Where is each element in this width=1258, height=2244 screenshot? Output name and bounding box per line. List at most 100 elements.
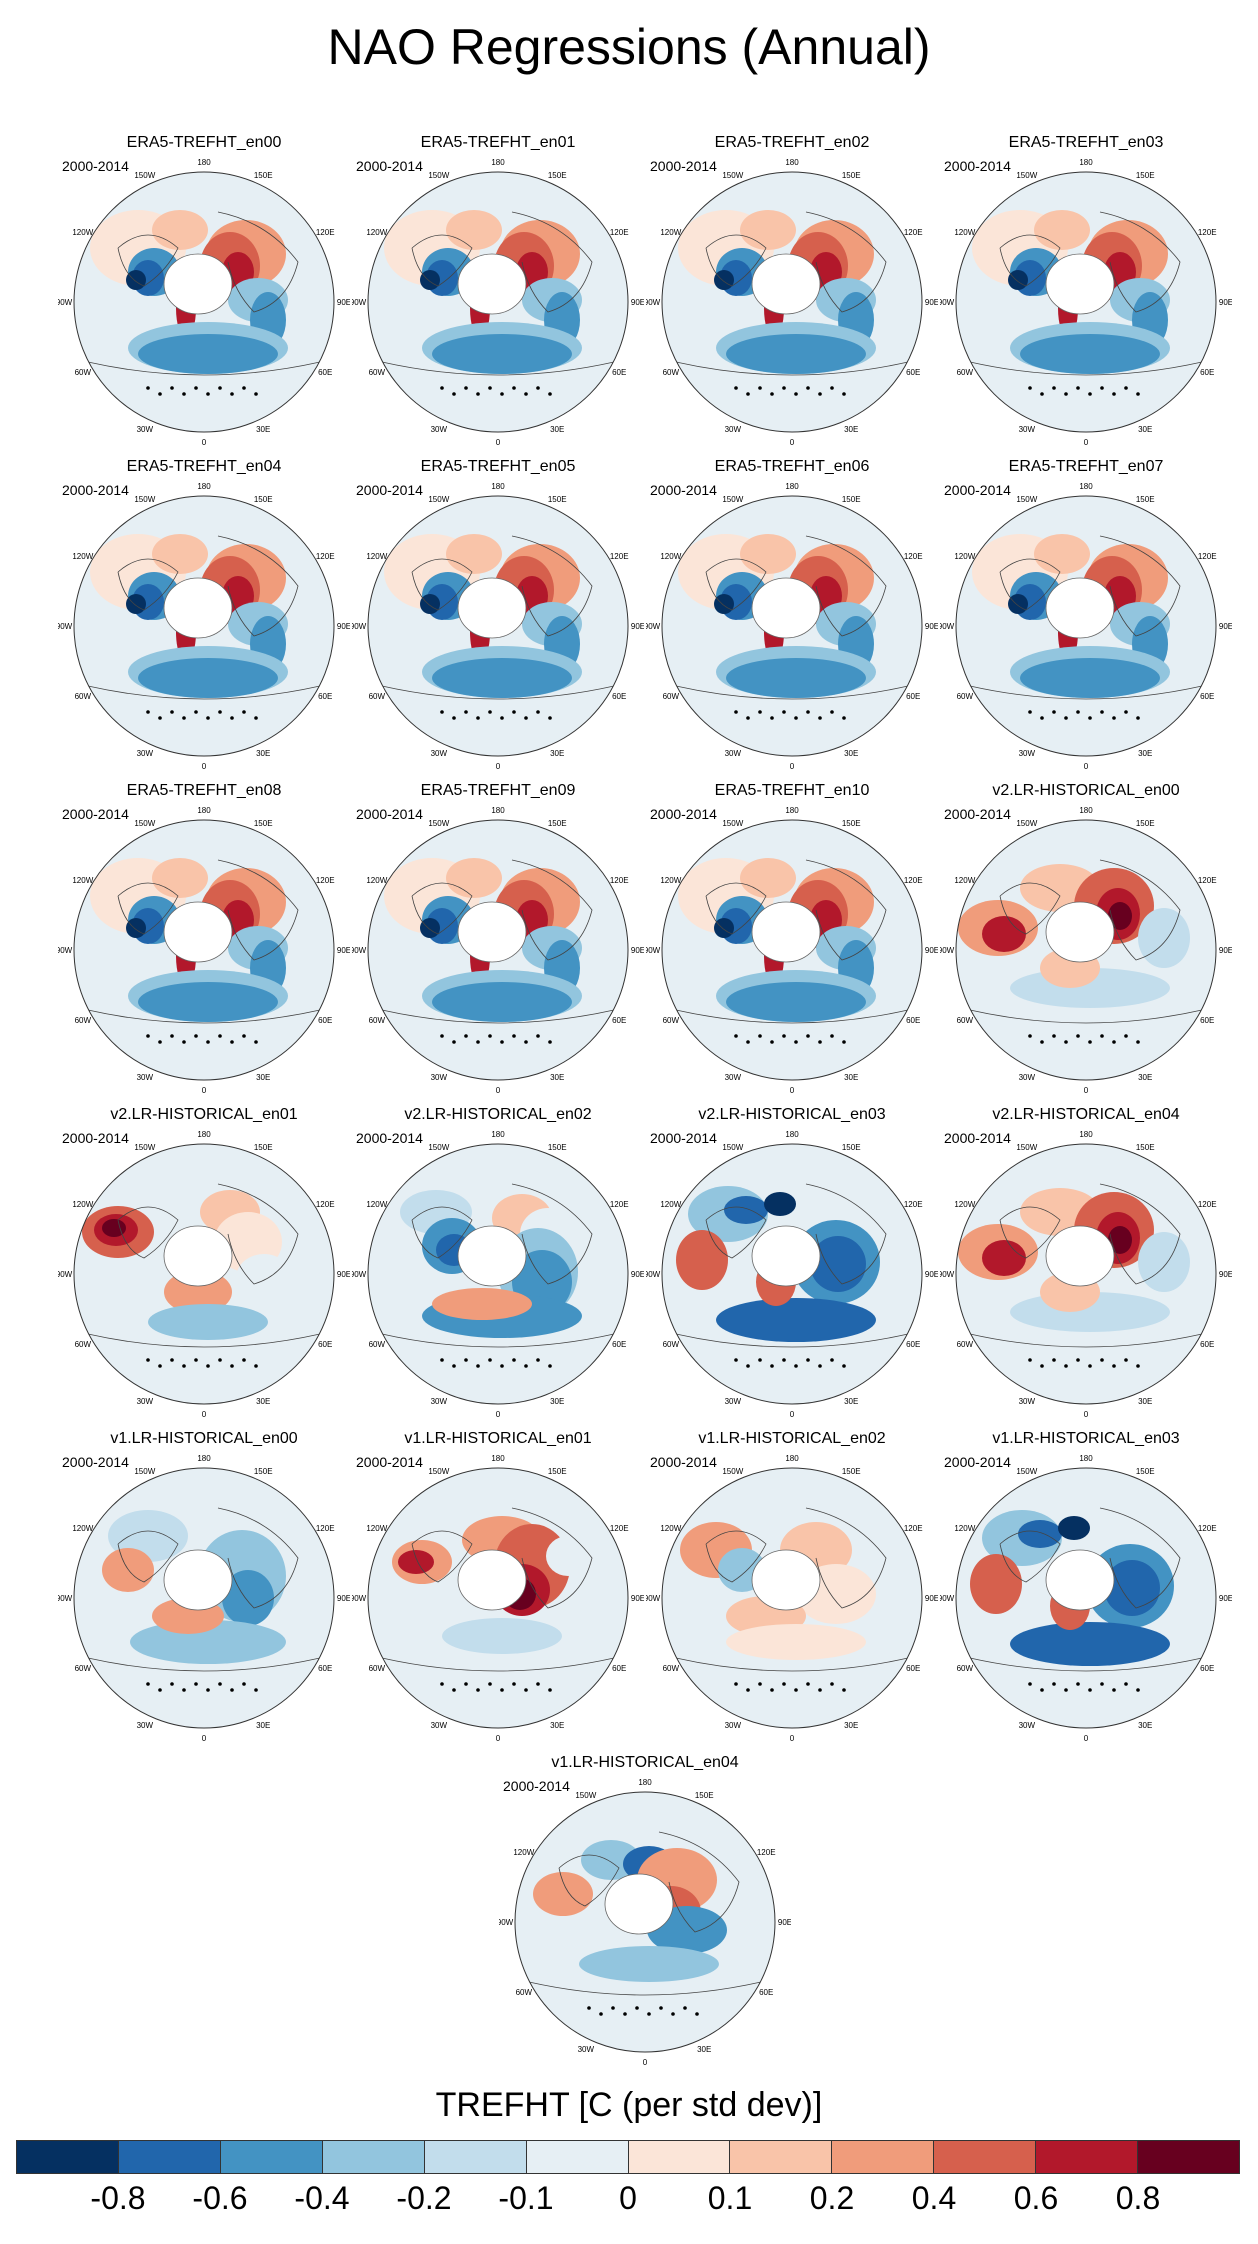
longitude-label: 0 xyxy=(790,438,795,447)
anomaly-region xyxy=(138,334,278,374)
longitude-label: 60E xyxy=(612,1664,626,1673)
longitude-label: 30W xyxy=(431,1073,448,1082)
longitude-label: 180 xyxy=(785,482,799,491)
longitude-label: 30E xyxy=(1138,1721,1152,1730)
longitude-label: 150W xyxy=(428,1467,449,1476)
longitude-label: 120W xyxy=(954,1200,975,1209)
longitude-label: 0 xyxy=(496,438,501,447)
longitude-label: 60E xyxy=(612,1016,626,1025)
anomaly-region xyxy=(533,1872,593,1916)
map-boundary xyxy=(661,1467,923,1729)
longitude-label: 60W xyxy=(663,1664,680,1673)
longitude-label: 60E xyxy=(759,1988,773,1997)
panel-period: 2000-2014 xyxy=(650,1454,717,1470)
longitude-label: 60E xyxy=(612,1340,626,1349)
panel-title: v2.LR-HISTORICAL_en04 xyxy=(992,1106,1180,1123)
longitude-label: 180 xyxy=(1079,482,1093,491)
longitude-label: 180 xyxy=(785,806,799,815)
anomaly-region xyxy=(1018,1520,1062,1548)
longitude-label: 180 xyxy=(1079,158,1093,167)
longitude-label: 30W xyxy=(137,1073,154,1082)
longitude-label: 30W xyxy=(725,425,742,434)
longitude-label: 60W xyxy=(75,1664,92,1673)
longitude-label: 0 xyxy=(1084,1086,1089,1095)
longitude-label: 150E xyxy=(1136,171,1155,180)
longitude-label: 90E xyxy=(631,622,644,631)
polar-map: 180 150W 150E 120W 120E 90W 90E 60W 60E 30W 30E 0 xyxy=(58,806,350,1095)
map-panel: ERA5-TREFHT_en05 2000-2014 180 150W 150E 120W… xyxy=(352,458,644,772)
longitude-label: 120W xyxy=(954,876,975,885)
longitude-label: 150W xyxy=(722,495,743,504)
colorbar-tick-label: -0.4 xyxy=(294,2180,350,2216)
longitude-label: 150E xyxy=(254,819,273,828)
longitude-label: 90W xyxy=(646,1594,661,1603)
longitude-label: 150E xyxy=(842,1143,861,1152)
longitude-label: 30E xyxy=(550,1397,564,1406)
longitude-label: 120W xyxy=(660,1524,681,1533)
polar-map: 180 150W 150E 120W 120E 90W 90E 60W 60E 30W 30E 0 xyxy=(940,158,1232,447)
colorbar-swatch xyxy=(118,2141,221,2173)
anomaly-region xyxy=(714,594,734,614)
anomaly-region xyxy=(420,594,440,614)
longitude-label: 60E xyxy=(612,368,626,377)
longitude-label: 150W xyxy=(134,1467,155,1476)
panel-period: 2000-2014 xyxy=(356,158,423,174)
longitude-label: 120W xyxy=(366,1524,387,1533)
longitude-label: 0 xyxy=(790,1734,795,1743)
panel-period: 2000-2014 xyxy=(650,482,717,498)
longitude-label: 150E xyxy=(842,1467,861,1476)
map-panel: ERA5-TREFHT_en02 2000-2014 180 150W 150E 120W… xyxy=(646,134,938,448)
panel-title: ERA5-TREFHT_en05 xyxy=(420,458,576,475)
longitude-label: 30E xyxy=(1138,1073,1152,1082)
longitude-label: 150W xyxy=(1016,1143,1037,1152)
longitude-label: 60W xyxy=(369,1340,386,1349)
longitude-label: 120W xyxy=(660,552,681,561)
map-panel: ERA5-TREFHT_en07 2000-2014 180 150W 150E 120W… xyxy=(940,458,1232,772)
longitude-label: 120W xyxy=(513,1848,534,1857)
longitude-label: 0 xyxy=(790,762,795,771)
longitude-label: 90W xyxy=(352,1594,367,1603)
panel-title: ERA5-TREFHT_en06 xyxy=(714,458,870,475)
longitude-label: 150W xyxy=(1016,1467,1037,1476)
colorbar-tick-label: 0 xyxy=(619,2180,637,2216)
colorbar-title: TREFHT [C (per std dev)] xyxy=(435,2086,823,2124)
longitude-label: 30W xyxy=(725,749,742,758)
longitude-label: 0 xyxy=(1084,762,1089,771)
polar-map: 180 150W 150E 120W 120E 90W 90E 60W 60E 30W 30E 0 xyxy=(58,1454,350,1743)
longitude-label: 120E xyxy=(904,1524,923,1533)
colorbar xyxy=(16,2140,1240,2174)
anomaly-region xyxy=(1058,1516,1090,1540)
map-panel: v2.LR-HISTORICAL_en04 2000-2014 180 150W 150… xyxy=(940,1106,1232,1420)
longitude-label: 150W xyxy=(1016,171,1037,180)
longitude-label: 180 xyxy=(491,1454,505,1463)
longitude-label: 120E xyxy=(316,1524,335,1533)
map-boundary xyxy=(73,1143,335,1405)
longitude-label: 150W xyxy=(134,1143,155,1152)
polar-map: 180 150W 150E 120W 120E 90W 90E 60W 60E 30W 30E 0 xyxy=(352,482,644,771)
longitude-label: 90E xyxy=(337,1594,350,1603)
anomaly-region xyxy=(726,658,866,698)
longitude-label: 30E xyxy=(550,1721,564,1730)
colorbar-swatch xyxy=(934,2141,1037,2173)
longitude-label: 180 xyxy=(491,482,505,491)
longitude-label: 0 xyxy=(202,1410,207,1419)
longitude-label: 30W xyxy=(1019,425,1036,434)
anomaly-region xyxy=(676,1230,728,1290)
longitude-label: 60W xyxy=(663,692,680,701)
longitude-label: 30E xyxy=(256,1721,270,1730)
anomaly-region xyxy=(1034,534,1090,574)
longitude-label: 120E xyxy=(1198,552,1217,561)
longitude-label: 30E xyxy=(697,2045,711,2054)
map-boundary xyxy=(367,1143,629,1405)
longitude-label: 90W xyxy=(940,1270,955,1279)
longitude-label: 180 xyxy=(491,1130,505,1139)
colorbar-swatch xyxy=(832,2141,935,2173)
panel-period: 2000-2014 xyxy=(62,482,129,498)
longitude-label: 120E xyxy=(904,228,923,237)
longitude-label: 60W xyxy=(369,1664,386,1673)
map-panel: v2.LR-HISTORICAL_en03 2000-2014 180 150W 150… xyxy=(646,1106,938,1420)
longitude-label: 30E xyxy=(844,425,858,434)
longitude-label: 30W xyxy=(137,749,154,758)
polar-map: 180 150W 150E 120W 120E 90W 90E 60W 60E 30W 30E 0 xyxy=(940,482,1232,771)
map-panel: ERA5-TREFHT_en10 2000-2014 180 150W 150E 120W… xyxy=(646,782,938,1096)
